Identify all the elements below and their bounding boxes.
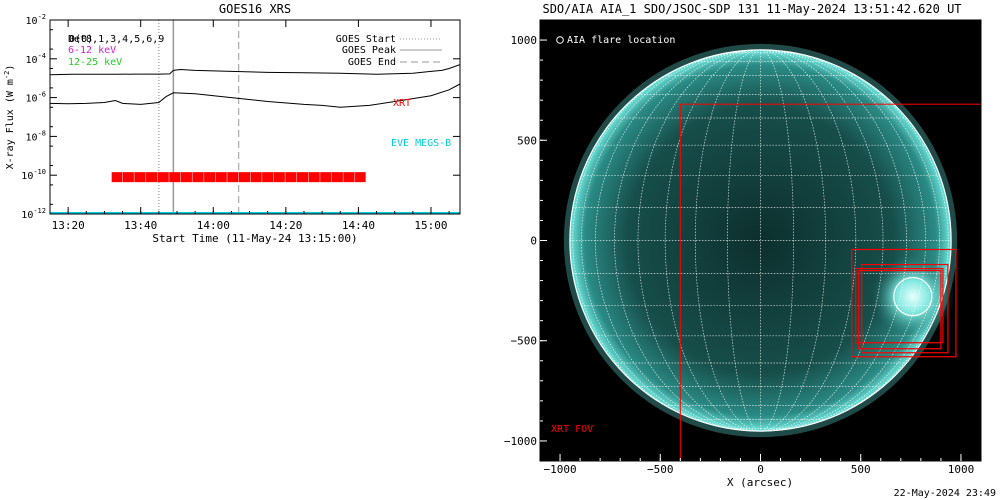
xrt-pointing-box — [858, 269, 942, 350]
goes-plot-area — [50, 20, 460, 214]
flare-brightening — [870, 254, 955, 339]
energy-band-6-12-label: 6-12 keV — [68, 45, 116, 56]
goes-y-tick-label: 10-4 — [26, 52, 46, 66]
goes-y-axis-title: X-ray Flux (W m-2) — [3, 65, 16, 170]
longitude-line — [572, 49, 761, 432]
goes-upper-left-labels: Det8,1,3,4,5,6,9 0(0) 6-12 keV 12-25 keV — [68, 34, 164, 68]
goes-series-line-2 — [50, 83, 460, 108]
goes-x-axis-title: Start Time (11-May-24 13:15:00) — [152, 232, 357, 245]
goes-y-tick-exponent: -6 — [38, 91, 46, 99]
goes-x-tick-label: 13:40 — [124, 219, 157, 232]
aia-x-tick-label: 1000 — [948, 463, 975, 476]
goes-x-tick-label: 14:20 — [269, 219, 302, 232]
longitude-line — [760, 49, 827, 432]
legend-goes-end-label: GOES End — [348, 57, 396, 68]
heliographic-grid — [569, 49, 952, 432]
longitude-line — [581, 49, 761, 432]
aia-y-tick-label: 0 — [530, 235, 537, 248]
aia-x-tick-label: −1000 — [543, 463, 576, 476]
longitude-line — [637, 49, 761, 432]
detector-label: Det8,1,3,4,5,6,9 — [68, 34, 164, 45]
flare-legend-label: AIA flare location — [567, 35, 675, 46]
longitude-line — [760, 49, 949, 432]
goes-y-axis-title-main: X-ray Flux (W m — [5, 79, 16, 169]
longitude-line — [760, 49, 794, 432]
aia-x-tick-label: 0 — [757, 463, 764, 476]
goes-y-tick-exponent: -2 — [38, 13, 46, 21]
goes-y-axis-title-end: ) — [5, 65, 16, 71]
longitude-line — [760, 49, 907, 432]
goes-legend: GOES Start GOES Peak GOES End — [336, 34, 442, 68]
aia-flare-location-marker — [893, 276, 933, 317]
goes-y-tick-base: 10 — [26, 16, 38, 27]
legend-goes-peak-label: GOES Peak — [342, 45, 396, 56]
plot-timestamp: 22-May-2024 23:49 — [894, 488, 996, 499]
xrt-fov-label: XRT FOV — [551, 424, 593, 435]
xrt-pointing-boxes — [851, 248, 957, 358]
aia-x-axis-title: X (arcsec) — [727, 476, 793, 489]
goes-series-line-1 — [50, 64, 460, 76]
aia-image-content — [563, 43, 981, 461]
goes-plot-frame — [49, 19, 461, 215]
goes-y-tick-base: 10 — [26, 55, 38, 66]
goes-y-tick-base: 10 — [21, 171, 33, 182]
goes-chart-title: GOES16 XRS — [219, 2, 291, 16]
goes-y-tick-base: 10 — [21, 210, 33, 221]
aia-image-panel: SDO/AIA AIA_1 SDO/JSOC-SDP 131 11-May-20… — [504, 2, 996, 499]
goes-y-tick-label: 10-2 — [26, 13, 46, 27]
longitude-line — [595, 49, 761, 432]
solar-corona-glow — [563, 43, 958, 438]
goes-y-tick-label: 10-8 — [26, 129, 46, 143]
longitude-line — [614, 49, 761, 432]
longitude-line — [760, 49, 884, 432]
goes-x-tick-label: 14:00 — [197, 219, 230, 232]
energy-band-12-25-label: 12-25 keV — [68, 57, 122, 68]
eve-megs-b-label: EVE MEGS-B — [391, 138, 451, 149]
flare-legend-marker — [556, 36, 564, 44]
aia-y-tick-label: −1000 — [504, 435, 537, 448]
xrt-label: XRT — [393, 98, 411, 109]
goes-y-tick-label: 10-6 — [26, 91, 46, 105]
aia-y-tick-label: 1000 — [511, 34, 538, 47]
longitude-line — [760, 49, 940, 432]
aia-y-tick-label: −500 — [511, 335, 538, 348]
goes-x-tick-label: 15:00 — [414, 219, 447, 232]
goes-xrs-chart: GOES16 XRS Det8,1,3,4,5,6,9 0(0) 6-12 ke… — [3, 2, 461, 245]
goes-y-tick-label: 10-12 — [21, 207, 46, 221]
goes-y-tick-exponent: -8 — [38, 129, 46, 137]
goes-x-tick-label: 13:20 — [52, 219, 85, 232]
xrt-pointing-box — [855, 267, 944, 344]
solar-limb — [569, 49, 952, 432]
goes-y-tick-exponent: -4 — [38, 52, 46, 60]
legend-goes-start-label: GOES Start — [336, 34, 396, 45]
overlay-label: 0(0) — [69, 34, 93, 45]
goes-y-tick-label: 10-10 — [21, 168, 46, 182]
aia-x-tick-label: −500 — [647, 463, 674, 476]
goes-y-axis-title-sup: -2 — [3, 71, 11, 79]
aia-axes: −1000 −500 0 500 1000 −1000 −500 0 500 1000 — [504, 34, 974, 476]
goes-axes: 13:20 13:40 14:00 14:20 14:40 15:0010-210-410… — [21, 13, 460, 232]
aia-x-tick-label: 500 — [851, 463, 871, 476]
aia-y-tick-label: 500 — [517, 134, 537, 147]
xrt-pointing-box — [851, 248, 957, 358]
xrt-pointing-box — [861, 263, 949, 354]
aia-image-title: SDO/AIA AIA_1 SDO/JSOC-SDP 131 11-May-20… — [542, 2, 961, 16]
longitude-line — [694, 49, 761, 432]
longitude-line — [760, 49, 926, 432]
goes-x-tick-label: 14:40 — [342, 219, 375, 232]
goes-y-tick-base: 10 — [26, 132, 38, 143]
goes-y-tick-exponent: -10 — [33, 168, 46, 176]
goes-y-tick-base: 10 — [26, 94, 38, 105]
longitude-line — [727, 49, 761, 432]
goes-y-tick-exponent: -12 — [33, 207, 46, 215]
